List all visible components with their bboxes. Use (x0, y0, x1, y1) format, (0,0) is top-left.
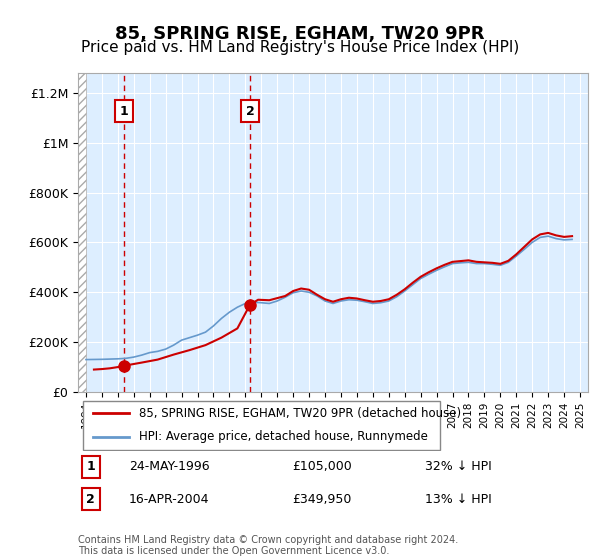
Text: Contains HM Land Registry data © Crown copyright and database right 2024.
This d: Contains HM Land Registry data © Crown c… (78, 535, 458, 557)
Text: 85, SPRING RISE, EGHAM, TW20 9PR (detached house): 85, SPRING RISE, EGHAM, TW20 9PR (detach… (139, 407, 461, 419)
Bar (78, 73, 86, 392)
Text: £349,950: £349,950 (292, 493, 352, 506)
Text: 24-MAY-1996: 24-MAY-1996 (129, 460, 209, 473)
Text: 85, SPRING RISE, EGHAM, TW20 9PR: 85, SPRING RISE, EGHAM, TW20 9PR (115, 25, 485, 43)
Text: 1: 1 (86, 460, 95, 473)
Text: 13% ↓ HPI: 13% ↓ HPI (425, 493, 491, 506)
Text: 32% ↓ HPI: 32% ↓ HPI (425, 460, 491, 473)
Text: 2: 2 (86, 493, 95, 506)
Text: Price paid vs. HM Land Registry's House Price Index (HPI): Price paid vs. HM Land Registry's House … (81, 40, 519, 55)
Text: HPI: Average price, detached house, Runnymede: HPI: Average price, detached house, Runn… (139, 430, 428, 443)
Text: 1: 1 (119, 105, 128, 118)
Text: 16-APR-2004: 16-APR-2004 (129, 493, 209, 506)
FancyBboxPatch shape (83, 402, 440, 450)
Text: £105,000: £105,000 (292, 460, 352, 473)
Text: 2: 2 (245, 105, 254, 118)
